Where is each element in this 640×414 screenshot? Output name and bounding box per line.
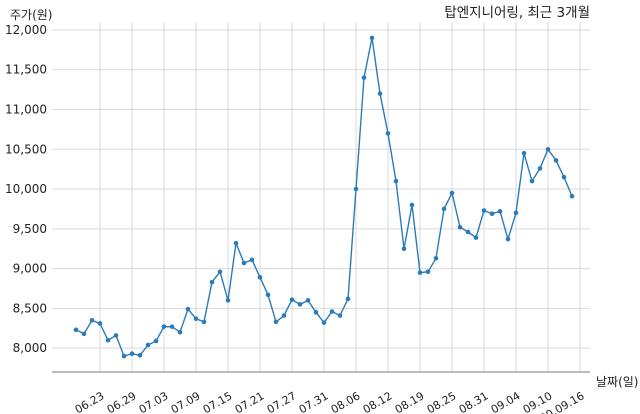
data-point — [193, 316, 199, 322]
data-point — [393, 178, 399, 184]
data-point — [569, 193, 575, 199]
data-point — [561, 174, 567, 180]
x-tick-label: 08.06 — [329, 389, 363, 414]
data-point — [385, 131, 391, 136]
data-point — [297, 302, 303, 307]
x-axis-ticks: 06.2306.2907.0307.0907.1507.2107.2707.31… — [73, 389, 587, 414]
x-tick-label: 07.15 — [201, 389, 235, 414]
data-point — [225, 298, 231, 303]
data-point — [505, 236, 511, 242]
data-point — [361, 75, 367, 80]
data-point — [281, 313, 287, 318]
y-tick-label: 8,500 — [13, 301, 47, 315]
data-point — [497, 209, 503, 214]
x-tick-label: 07.27 — [265, 389, 299, 414]
y-tick-label: 12,000 — [5, 23, 47, 37]
data-point — [121, 353, 127, 359]
y-axis-ticks: 8,000 8,500 9,000 9,500 10,000 10,500 11,000 11… — [5, 23, 47, 355]
x-tick-label: 07.09 — [169, 389, 203, 414]
x-tick-label: 06.23 — [73, 389, 107, 414]
x-tick-label: 08.12 — [361, 389, 395, 414]
data-point — [177, 329, 183, 335]
data-point — [489, 211, 495, 217]
data-point — [305, 298, 311, 303]
y-tick-label: 8,000 — [13, 341, 47, 355]
data-point — [105, 337, 111, 343]
x-tick-label: 09.04 — [489, 389, 523, 414]
y-tick-label: 11,000 — [5, 103, 47, 117]
x-axis-title: 날짜(일) — [596, 375, 638, 389]
data-point — [433, 255, 439, 261]
y-tick-label: 9,500 — [13, 222, 47, 236]
data-point — [457, 224, 463, 230]
data-point — [401, 246, 407, 252]
data-point — [417, 270, 423, 275]
data-point — [345, 296, 351, 302]
data-point — [73, 327, 79, 333]
data-point — [257, 275, 263, 280]
data-point — [129, 351, 135, 357]
data-point — [513, 210, 519, 216]
data-point — [97, 321, 103, 326]
data-point — [137, 352, 143, 358]
data-point — [377, 91, 383, 96]
data-point — [209, 279, 215, 285]
data-point — [273, 319, 279, 325]
x-tick-label: 08.19 — [393, 389, 427, 414]
y-tick-label: 10,500 — [5, 142, 47, 156]
data-point — [425, 269, 431, 275]
price-series — [73, 35, 575, 359]
x-tick-label: 08.25 — [425, 389, 459, 414]
data-point — [465, 229, 471, 235]
data-point — [329, 309, 335, 314]
data-point — [321, 320, 327, 325]
data-point — [265, 292, 271, 298]
data-point — [249, 257, 255, 263]
data-point — [545, 146, 551, 152]
x-tick-label: 08.31 — [457, 389, 491, 414]
data-point — [449, 190, 455, 196]
x-tick-label: 06.29 — [105, 389, 139, 414]
data-point — [233, 240, 239, 246]
chart-title: 탑엔지니어링, 최근 3개월 — [444, 5, 590, 21]
data-point — [537, 166, 543, 171]
data-point — [217, 269, 223, 275]
data-point — [473, 235, 479, 240]
data-point — [185, 306, 191, 312]
x-tick-label: 07.31 — [297, 389, 331, 414]
data-point — [337, 313, 343, 318]
data-point — [241, 260, 247, 266]
data-point — [113, 333, 119, 338]
data-point — [529, 178, 535, 184]
data-point — [289, 297, 295, 302]
data-point — [441, 206, 447, 212]
data-point — [313, 310, 319, 315]
data-point — [201, 319, 207, 325]
y-tick-label: 9,000 — [13, 262, 47, 276]
data-point — [161, 324, 167, 329]
x-tick-label: 07.03 — [137, 389, 171, 414]
data-point — [145, 342, 151, 348]
x-tick-label: 07.21 — [233, 389, 267, 414]
data-point — [409, 202, 415, 208]
y-tick-label: 10,000 — [5, 182, 47, 196]
data-point — [81, 331, 87, 337]
data-point — [153, 338, 159, 344]
data-point — [521, 150, 527, 156]
data-point — [353, 186, 359, 192]
data-point — [369, 35, 375, 41]
data-point — [553, 158, 559, 163]
data-point — [169, 324, 175, 329]
data-point — [89, 317, 95, 323]
y-tick-label: 11,500 — [5, 63, 47, 77]
y-axis-title: 주가(원) — [10, 8, 52, 22]
data-point — [481, 208, 487, 213]
